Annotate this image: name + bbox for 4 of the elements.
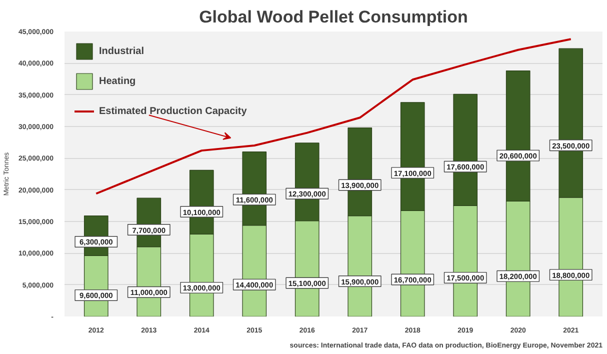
legend-label: Estimated Production Capacity [99,106,247,116]
chart-title: Global Wood Pellet Consumption [199,8,468,26]
legend-label: Heating [99,76,136,86]
legend-label: Industrial [99,46,144,56]
